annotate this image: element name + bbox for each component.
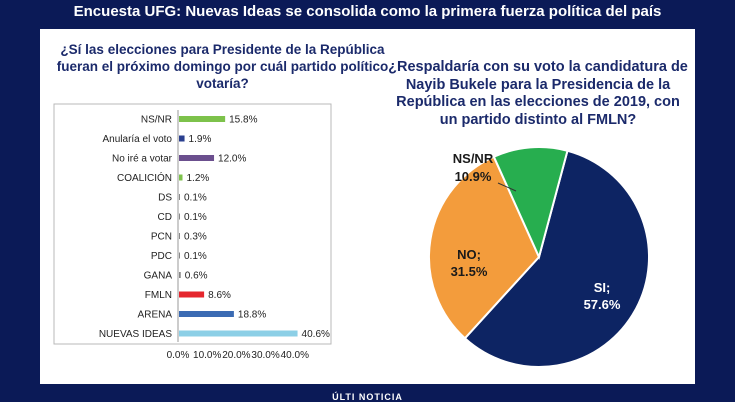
bar-category-label: NS/NR [141,115,172,126]
pie-chart: SI; 57.6% NO; 31.5% NS/NR 10.9% [428,146,650,368]
bar-chart: NS/NR 15.8% Anularía el voto 1.9% No iré a v… [53,103,332,361]
bar-category-label: ARENA [138,310,173,321]
pie-slice-no [428,155,541,340]
bar-category-label: PDC [151,251,172,262]
bar-category-label: DS [158,193,172,204]
bar-tick-label: 30.0% [251,350,279,361]
bar-value-label: 1.2% [187,173,210,184]
bar-category-label: PCN [151,232,172,243]
bar-value-label: 1.9% [189,134,212,145]
footer-text: ÚLTI NOTICIA [332,392,403,402]
bar [179,252,180,259]
bar-tick-label: 0.0% [167,350,190,361]
bar-tick-label: 10.0% [193,350,221,361]
bar-value-label: 0.1% [184,251,207,262]
bar-chart-title: ¿Sí las elecciones para Presidente de la… [56,42,389,91]
bar-category-label: COALICIÓN [117,171,172,184]
pie-slice-nsnr [492,146,569,260]
pie-chart-title: ¿Respaldaría con su voto la candidatura … [388,59,688,128]
bar-category-label: Anularía el voto [103,134,173,145]
bar-value-label: 0.1% [184,193,207,204]
bar-value-label: 18.8% [238,310,266,321]
bar-value-label: 0.1% [184,212,207,223]
bar [179,174,183,181]
bar-category-label: GANA [144,271,173,282]
bar-value-label: 8.6% [208,290,231,301]
bar [179,213,180,220]
bar-category-label: No iré a votar [112,154,173,165]
bar [179,311,234,317]
pie-slice-si [463,149,650,368]
bar-category-label: CD [158,212,172,223]
bar [179,330,298,337]
bar [179,155,215,161]
bar-value-label: 12.0% [218,154,246,165]
page-title: Encuesta UFG: Nuevas Ideas se consolida … [73,3,662,20]
pie-label-nsnr: NS/NR [453,151,494,166]
bar-category-label: FMLN [145,290,172,301]
bar-value-label: 0.6% [185,271,208,282]
bar [179,194,180,200]
pie-leader-line [497,182,517,192]
bar-value-label: 40.6% [302,329,330,340]
bar [179,291,205,298]
bar-value-label: 15.8% [229,115,257,126]
pie-value-no: 31.5% [451,264,488,279]
bar-value-label: 0.3% [184,232,207,243]
bar [179,233,180,239]
bar-chart-frame [53,103,332,345]
pie-value-nsnr: 10.9% [455,169,492,184]
bar-tick-label: 20.0% [222,350,250,361]
pie-label-si: SI; [594,280,611,295]
pie-value-si: 57.6% [584,297,621,312]
bar [179,135,185,142]
bar-tick-label: 40.0% [281,350,309,361]
pie-label-no: NO; [457,247,481,262]
chart-panel: ¿Sí las elecciones para Presidente de la… [40,29,695,384]
bar [179,272,181,278]
bar-category-label: NUEVAS IDEAS [99,329,172,340]
bar [179,116,226,122]
